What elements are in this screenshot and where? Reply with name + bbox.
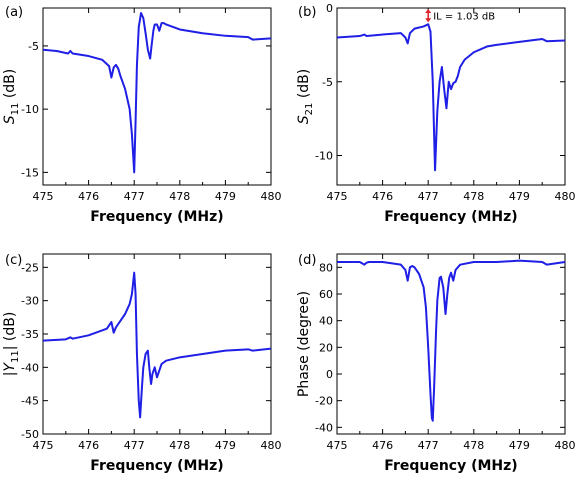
x-tick-label: 477 <box>418 439 439 452</box>
y-tick-label: -10 <box>21 103 39 116</box>
y-tick-label: 0 <box>326 2 333 15</box>
series-line <box>42 12 272 174</box>
x-tick-label: 480 <box>261 439 282 452</box>
chart-panel-1: 475 476 477 478 479 480 -15 -10 -5 Frequency (MHz… <box>2 5 282 225</box>
panel-letter: (c) <box>5 253 22 268</box>
x-tick-label: 476 <box>78 190 99 203</box>
x-tick-label: 475 <box>327 439 348 452</box>
x-tick-label: 479 <box>509 190 530 203</box>
y-tick-label: -45 <box>21 395 39 408</box>
y-axis-label: Phase (degree) <box>296 291 312 397</box>
series-line <box>336 23 566 172</box>
y-tick-label: 40 <box>319 315 333 328</box>
series-line <box>337 259 566 422</box>
x-tick-label: 475 <box>33 190 54 203</box>
plot-frame <box>42 7 272 186</box>
x-tick-label: 475 <box>327 190 348 203</box>
x-tick-label: 475 <box>33 439 54 452</box>
y-tick-label: 0 <box>326 368 333 381</box>
y-axis-label: S11 (dB) <box>2 69 21 125</box>
x-tick-label: 479 <box>509 439 530 452</box>
x-tick-label: 480 <box>555 439 576 452</box>
x-tick-label: 478 <box>463 190 484 203</box>
il-arrow-head-bottom <box>425 18 432 23</box>
panel-letter: (d) <box>298 253 316 268</box>
plot-frame <box>42 253 272 435</box>
panel-letter: (b) <box>298 5 316 20</box>
y-tick-label: -5 <box>28 40 39 53</box>
y-tick-label: 20 <box>319 341 333 354</box>
x-axis-label: Frequency (MHz) <box>384 209 517 225</box>
y-tick-label: -10 <box>315 150 333 163</box>
x-axis-label: Frequency (MHz) <box>384 458 517 474</box>
plot-frame <box>336 7 566 186</box>
y-tick-label: 60 <box>319 288 333 301</box>
il-annotation: IL = 1.03 dB <box>433 12 495 23</box>
x-tick-label: 476 <box>372 190 393 203</box>
il-arrow-head-top <box>425 9 432 13</box>
x-tick-label: 480 <box>555 190 576 203</box>
x-tick-label: 478 <box>169 190 190 203</box>
x-tick-label: 477 <box>124 439 145 452</box>
y-tick-label: -35 <box>21 328 39 341</box>
y-tick-label: -50 <box>21 428 39 441</box>
chart-panel-3: 475 476 477 478 479 480 -25 -30 -35 -40 -45 -50 Freq… <box>2 253 282 474</box>
y-tick-label: -5 <box>322 76 333 89</box>
y-tick-label: -20 <box>315 395 333 408</box>
y-tick-label: -25 <box>21 261 39 274</box>
plot-frame <box>336 253 566 435</box>
y-tick-label: -30 <box>21 295 39 308</box>
x-tick-label: 478 <box>169 439 190 452</box>
x-tick-label: 476 <box>78 439 99 452</box>
y-axis-label: S21 (dB) <box>296 69 315 125</box>
x-tick-label: 477 <box>124 190 145 203</box>
x-tick-label: 476 <box>372 439 393 452</box>
x-tick-label: 478 <box>463 439 484 452</box>
x-tick-label: 480 <box>261 190 282 203</box>
x-axis-label: Frequency (MHz) <box>90 209 223 225</box>
chart-panel-2: 475 476 477 478 479 480 0 -5 -10 Frequency (MHz) S… <box>296 2 576 225</box>
x-axis-label: Frequency (MHz) <box>90 458 223 474</box>
x-tick-label: 479 <box>215 439 236 452</box>
series-line <box>42 271 272 419</box>
y-tick-label: -40 <box>21 361 39 374</box>
chart-panel-4: 475 476 477 478 479 480 80 60 40 20 0 -20 -40 Frequen… <box>296 253 576 474</box>
y-tick-label: 80 <box>319 261 333 274</box>
x-tick-label: 479 <box>215 190 236 203</box>
y-axis-label: |Y11| (dB) <box>2 312 21 377</box>
y-tick-label: -40 <box>315 421 333 434</box>
x-tick-label: 477 <box>418 190 439 203</box>
panel-letter: (a) <box>5 5 23 20</box>
y-tick-label: -15 <box>21 166 39 179</box>
